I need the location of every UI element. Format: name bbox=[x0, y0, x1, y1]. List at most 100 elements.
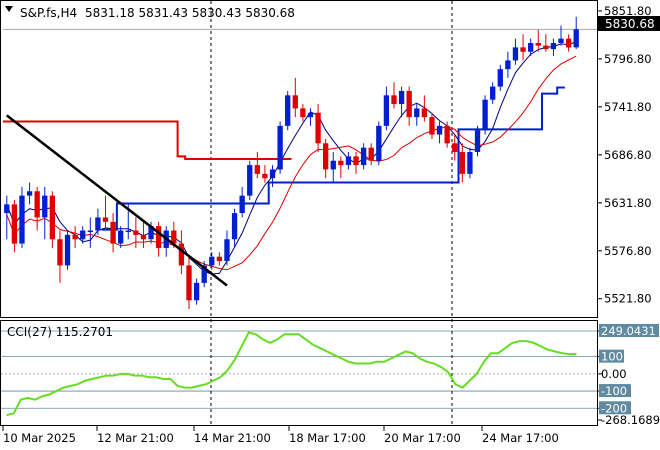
candle-body bbox=[171, 230, 177, 244]
candle-body bbox=[490, 86, 496, 100]
candle-body bbox=[315, 112, 321, 144]
price-tick-label: 5851.80 bbox=[604, 4, 652, 18]
candle-body bbox=[19, 195, 25, 244]
time-tick-label: 10 Mar 2025 bbox=[3, 431, 76, 445]
price-tick-label: 5796.80 bbox=[604, 52, 652, 66]
time-tick-label: 12 Mar 21:00 bbox=[97, 431, 174, 445]
time-tick-label: 18 Mar 17:00 bbox=[289, 431, 366, 445]
candle-body bbox=[201, 265, 207, 283]
cci-line bbox=[6, 331, 577, 417]
candle-body bbox=[193, 282, 200, 301]
candle-body bbox=[360, 147, 367, 166]
candle-body bbox=[102, 217, 109, 222]
candle-body bbox=[269, 169, 276, 179]
candle-body bbox=[292, 95, 298, 109]
candle-body bbox=[148, 226, 154, 240]
time-tick-label: 24 Mar 17:00 bbox=[482, 431, 559, 445]
candle-body bbox=[118, 230, 124, 244]
candle-body bbox=[527, 42, 534, 52]
price-tick-label: 5741.80 bbox=[604, 100, 652, 114]
price-tick-label: 5576.80 bbox=[604, 244, 652, 258]
candle-body bbox=[110, 221, 116, 244]
candle-body bbox=[512, 47, 519, 61]
candle-body bbox=[414, 108, 420, 118]
candle-body bbox=[383, 95, 390, 126]
moving-averages bbox=[6, 41, 577, 275]
cci-line-path bbox=[6, 331, 577, 417]
candle-body bbox=[80, 230, 86, 240]
candle-body bbox=[368, 147, 374, 161]
cci-label: CCI(27) 115.2701 bbox=[7, 325, 113, 339]
candle-body bbox=[95, 217, 101, 231]
cci-tick-label: -100 bbox=[601, 384, 627, 398]
cci-pane-frame bbox=[0, 320, 598, 426]
candle-body bbox=[186, 265, 192, 301]
candle-body bbox=[155, 226, 162, 248]
lower-band-line bbox=[101, 86, 565, 231]
cci-tick-label: 0.00 bbox=[601, 367, 627, 381]
trendline[interactable] bbox=[6, 114, 228, 287]
collapse-triangle-icon[interactable] bbox=[5, 6, 13, 12]
candle-body bbox=[452, 143, 458, 153]
candle-body bbox=[330, 160, 336, 170]
price-tick-label: 5631.80 bbox=[604, 196, 652, 210]
candle-body bbox=[231, 213, 238, 240]
time-axis: 10 Mar 2025 12 Mar 21:00 14 Mar 21:00 18 Ma… bbox=[2, 426, 559, 445]
candle-body bbox=[535, 42, 541, 46]
candle-body bbox=[398, 90, 405, 105]
cci-tick-label: 100 bbox=[601, 350, 623, 364]
upper-band-line bbox=[3, 120, 292, 160]
candle-body bbox=[459, 152, 465, 174]
candle-body bbox=[216, 256, 223, 262]
cci-axis: 249.0431 100 0.00 -100 -200-268.1689 bbox=[598, 324, 660, 427]
candle-body bbox=[125, 230, 131, 233]
candle-body bbox=[338, 160, 344, 166]
ohlc-readout: 5831.18 5831.43 5830.43 5830.68 bbox=[85, 6, 295, 20]
candle-body bbox=[543, 45, 549, 50]
candle-body bbox=[467, 152, 473, 174]
cci-tick-label: -200 bbox=[601, 401, 627, 415]
candle-body bbox=[11, 204, 18, 244]
candle-body bbox=[140, 234, 147, 240]
candle-body bbox=[277, 125, 283, 170]
candle-body bbox=[482, 99, 488, 131]
candle-body bbox=[429, 117, 435, 135]
current-price-value: 5830.68 bbox=[605, 17, 655, 31]
price-tick-label: 5686.80 bbox=[604, 148, 652, 162]
candle-body bbox=[178, 243, 185, 266]
candle-body bbox=[26, 191, 33, 196]
candle-body bbox=[87, 230, 93, 233]
cci-level-tag bbox=[599, 384, 631, 398]
candle-body bbox=[505, 60, 511, 70]
candle-body bbox=[285, 95, 291, 126]
cci-level-tag bbox=[599, 324, 659, 337]
candle-body bbox=[391, 95, 397, 105]
candle-body bbox=[497, 69, 503, 87]
candlesticks bbox=[4, 16, 579, 310]
price-axis: 5851.80 5796.80 5741.80 5686.80 5631.80 5576.… bbox=[598, 4, 652, 306]
candle-body bbox=[345, 156, 352, 166]
candle-body bbox=[254, 165, 260, 174]
candle-body bbox=[558, 38, 564, 43]
candle-body bbox=[72, 234, 78, 240]
fast-moving-average bbox=[6, 41, 577, 275]
candle-body bbox=[57, 239, 63, 266]
candle-body bbox=[262, 173, 268, 179]
candle-body bbox=[300, 108, 306, 118]
candle-body bbox=[64, 234, 71, 266]
symbol-label: S&P.fs,H4 bbox=[20, 6, 77, 20]
candle-body bbox=[565, 38, 572, 48]
candle-body bbox=[239, 195, 245, 214]
slow-moving-average bbox=[6, 55, 577, 271]
candle-body bbox=[247, 165, 253, 196]
cci-tick-label: -268.1689 bbox=[601, 413, 660, 427]
candle-body bbox=[42, 195, 48, 218]
candle-body bbox=[209, 256, 215, 266]
candle-body bbox=[133, 230, 139, 235]
candle-body bbox=[406, 90, 412, 118]
day-separators bbox=[210, 1, 453, 425]
trendline-segment[interactable] bbox=[6, 114, 228, 287]
support-resistance-bands bbox=[3, 86, 565, 231]
candle-body bbox=[376, 125, 382, 161]
